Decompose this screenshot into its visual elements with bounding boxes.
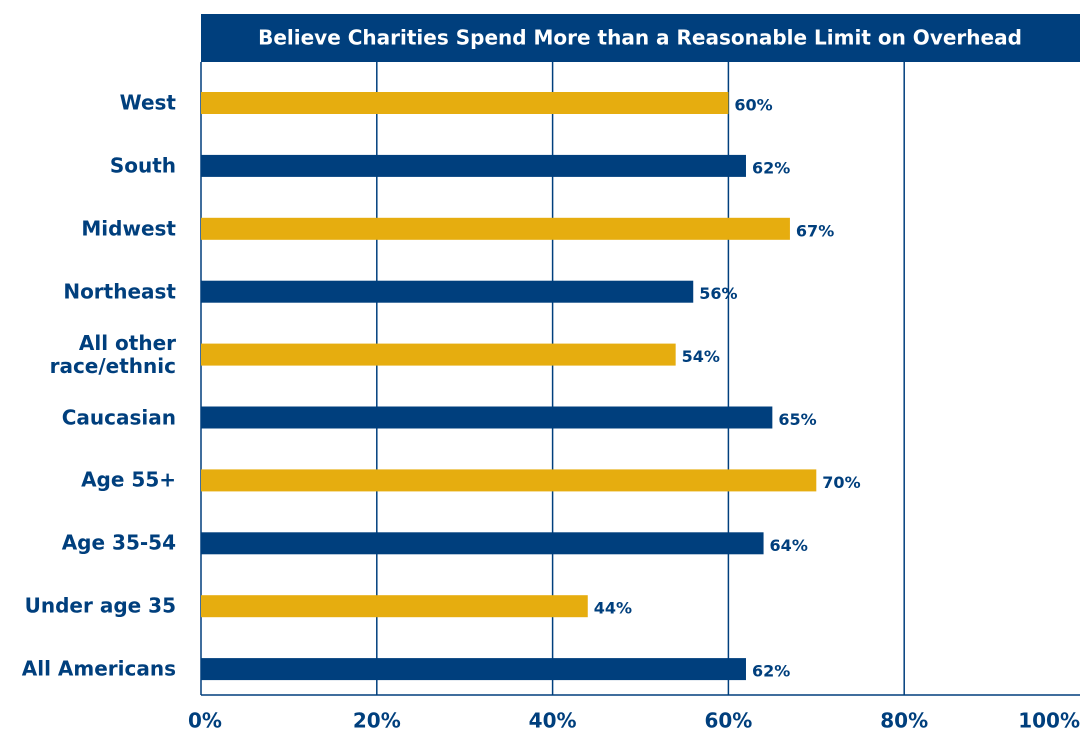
x-tick-label: 60%	[704, 709, 752, 733]
bar	[201, 280, 694, 303]
bar	[201, 217, 790, 240]
bar	[201, 92, 729, 114]
y-tick-label: All other race/ethnic	[49, 330, 176, 378]
bar	[201, 658, 746, 681]
y-tick-label: South	[109, 153, 176, 178]
y-tick-label: Age 55+	[81, 467, 176, 492]
bar	[201, 469, 817, 492]
value-label: 62%	[752, 662, 790, 681]
title-bar	[201, 14, 1080, 62]
x-tick-label: 100%	[1018, 709, 1080, 733]
x-tick-label: 0%	[188, 709, 222, 733]
bar	[201, 595, 588, 618]
chart-title: Believe Charities Spend More than a Reas…	[258, 26, 1022, 50]
value-label: 64%	[770, 536, 808, 555]
value-label: 62%	[752, 158, 790, 177]
value-label: 56%	[699, 284, 737, 303]
y-tick-label: Under age 35	[24, 593, 176, 618]
bar	[201, 532, 764, 555]
y-tick-label: Northeast	[63, 279, 176, 304]
value-label: 65%	[778, 410, 816, 429]
y-tick-label: All Americans	[21, 656, 176, 681]
bar	[201, 406, 773, 429]
value-label: 54%	[682, 347, 720, 366]
value-label: 60%	[734, 96, 772, 115]
bar	[201, 343, 676, 366]
y-tick-label: Midwest	[81, 216, 176, 241]
y-tick-label: Caucasian	[61, 405, 176, 429]
x-tick-label: 40%	[529, 709, 577, 733]
x-tick-label: 20%	[353, 709, 401, 733]
value-label: 67%	[796, 221, 834, 240]
bar	[201, 154, 746, 177]
y-tick-label: West	[119, 90, 176, 115]
value-label: 70%	[822, 473, 860, 492]
x-tick-label: 80%	[880, 709, 928, 733]
value-label: 44%	[594, 599, 632, 618]
y-tick-label: Age 35-54	[61, 530, 176, 555]
